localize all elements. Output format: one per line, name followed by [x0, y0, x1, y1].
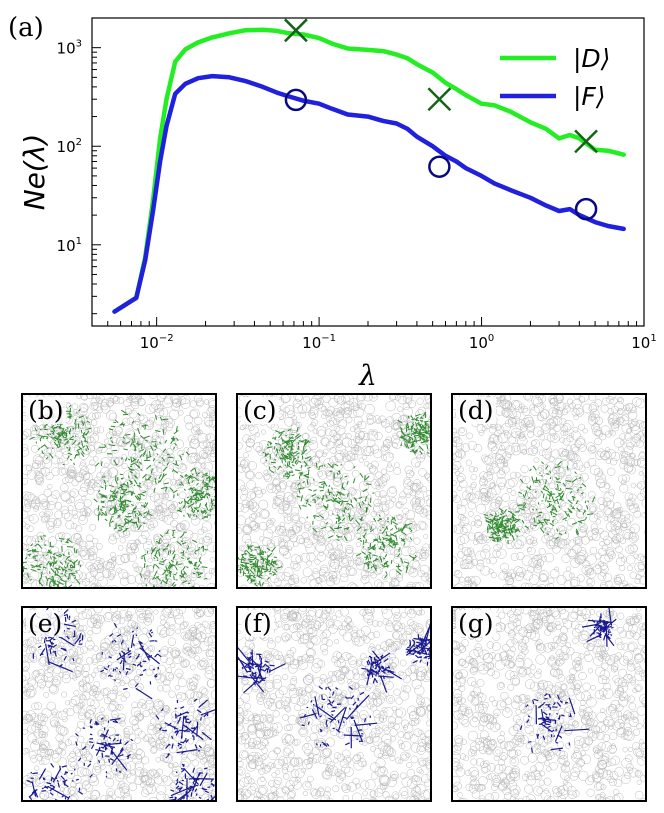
- panel-b-label: (b): [26, 396, 66, 425]
- panel-c: (c): [236, 393, 432, 589]
- panel-c-label: (c): [241, 396, 279, 425]
- y-tick-label: 102: [57, 137, 82, 156]
- panel-d: (d): [451, 393, 647, 589]
- circle-marker: [284, 88, 308, 112]
- panel-f: (f): [236, 606, 432, 802]
- panel-g: (g): [451, 606, 647, 802]
- panel-f-label: (f): [241, 609, 274, 638]
- legend-label: |F⟩: [573, 82, 606, 111]
- x-tick-label: 100: [469, 333, 494, 352]
- panel-label-a: (a): [8, 13, 44, 43]
- y-tick-label: 103: [57, 39, 82, 58]
- panel-d-particles: [453, 395, 645, 587]
- panel-e-label: (e): [26, 609, 65, 638]
- series-layer: [112, 27, 626, 314]
- x-marker: [427, 87, 452, 112]
- y-tick-label: 101: [57, 236, 82, 255]
- series-line-0: [112, 27, 626, 314]
- panel-b-particles: [23, 395, 215, 587]
- panel-c-particles: [238, 395, 430, 587]
- x-marker: [284, 18, 308, 43]
- x-axis-label: λ: [358, 359, 377, 390]
- legend: |D⟩ |F⟩: [500, 44, 610, 111]
- main-chart: (a) 10−2 10−1 100 101 101 102 103 |D⟩ |F⟩ λ Ne(…: [8, 13, 657, 390]
- x-tick-label: 10−1: [302, 333, 336, 352]
- legend-label: |D⟩: [573, 44, 610, 73]
- circle-marker: [428, 155, 451, 178]
- x-marker: [574, 129, 598, 154]
- x-tick-label: 10−2: [140, 333, 174, 352]
- marker-layer: [284, 18, 598, 221]
- series-line-1: [112, 73, 626, 314]
- panel-b: (b): [21, 393, 217, 589]
- axis-ticks: 10−2 10−1 100 101 101 102 103: [57, 17, 657, 352]
- panel-e: (e): [21, 606, 217, 802]
- panel-g-label: (g): [456, 609, 496, 638]
- panel-d-label: (d): [456, 396, 496, 425]
- x-tick-label: 101: [631, 333, 656, 352]
- y-axis-label: Ne(λ): [18, 134, 51, 211]
- circle-marker: [574, 197, 598, 221]
